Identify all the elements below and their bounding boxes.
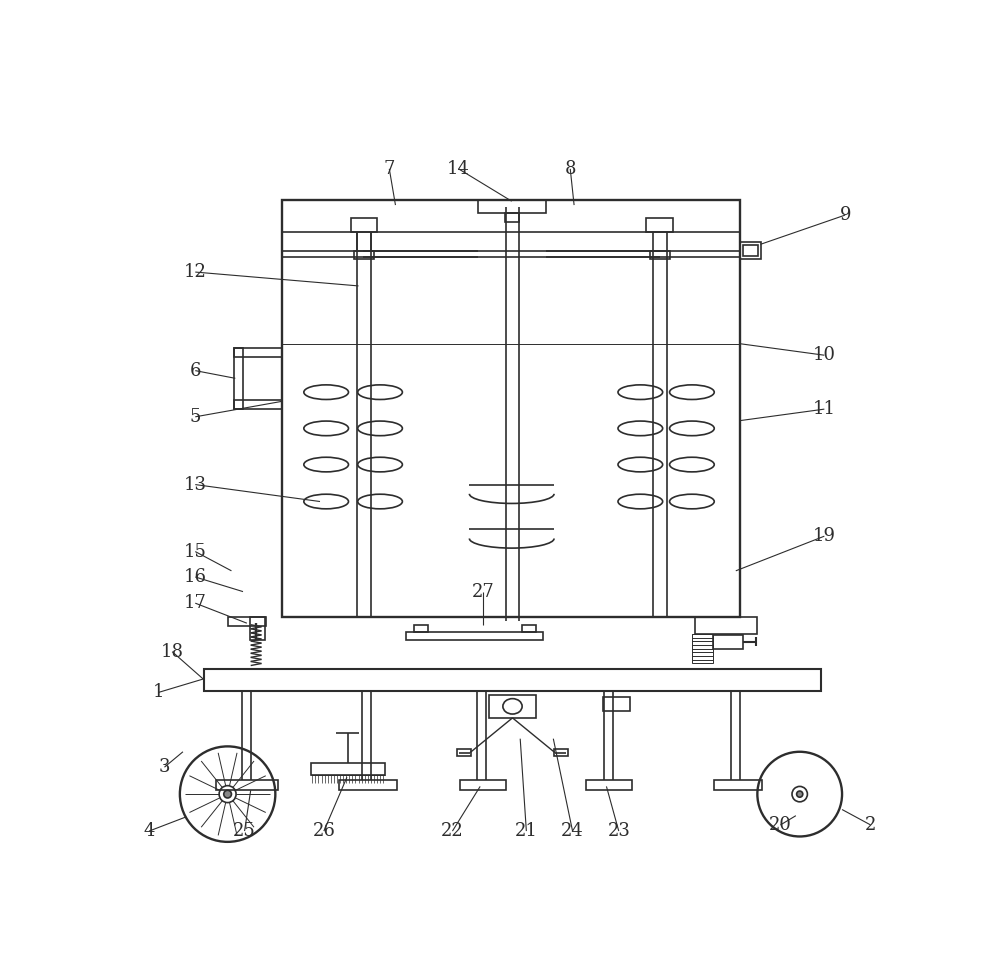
Text: 16: 16 <box>184 568 207 586</box>
Text: 3: 3 <box>159 758 170 776</box>
Text: 13: 13 <box>184 476 207 493</box>
Text: 7: 7 <box>384 160 395 178</box>
Text: 14: 14 <box>447 160 470 178</box>
Ellipse shape <box>797 791 803 797</box>
Bar <box>234 348 243 409</box>
Bar <box>234 400 282 409</box>
Bar <box>351 218 377 232</box>
Text: 20: 20 <box>769 816 792 834</box>
Text: 15: 15 <box>184 543 207 560</box>
Bar <box>603 697 630 711</box>
Text: 22: 22 <box>441 822 464 840</box>
Bar <box>695 617 757 634</box>
Text: 24: 24 <box>561 822 584 840</box>
Text: 18: 18 <box>161 643 184 660</box>
Bar <box>522 624 536 632</box>
Bar <box>406 632 543 640</box>
Bar <box>478 200 546 213</box>
Bar <box>713 635 743 649</box>
Text: 6: 6 <box>190 361 201 380</box>
Bar <box>586 781 632 789</box>
Text: 5: 5 <box>190 408 201 426</box>
Bar <box>311 763 385 775</box>
Bar <box>554 749 568 756</box>
Text: 25: 25 <box>233 822 256 840</box>
Bar <box>692 634 713 663</box>
Text: 26: 26 <box>312 822 335 840</box>
Bar <box>505 213 519 222</box>
Bar <box>489 695 536 718</box>
Bar <box>228 617 266 626</box>
Text: 21: 21 <box>515 822 538 840</box>
Ellipse shape <box>224 790 231 798</box>
Text: 1: 1 <box>153 684 164 701</box>
Bar <box>414 624 428 632</box>
Bar <box>460 781 506 789</box>
Text: 9: 9 <box>839 206 851 224</box>
Bar <box>204 669 821 691</box>
Bar <box>250 617 265 640</box>
Text: 19: 19 <box>813 527 836 545</box>
Text: 8: 8 <box>564 160 576 178</box>
Bar <box>650 251 670 259</box>
Bar <box>234 348 282 356</box>
Bar <box>339 781 397 789</box>
Bar <box>216 781 278 789</box>
Bar <box>282 200 740 617</box>
Bar <box>743 245 758 256</box>
Text: 4: 4 <box>143 822 155 840</box>
Bar <box>354 251 374 259</box>
Bar <box>740 242 761 259</box>
Text: 23: 23 <box>607 822 630 840</box>
Text: 11: 11 <box>813 400 836 419</box>
Text: 12: 12 <box>184 263 207 281</box>
Bar <box>714 781 762 789</box>
Text: 17: 17 <box>184 594 207 612</box>
Text: 2: 2 <box>865 816 876 834</box>
Text: 27: 27 <box>472 584 495 601</box>
Bar <box>457 749 471 756</box>
Text: 10: 10 <box>813 347 836 364</box>
Bar <box>646 218 673 232</box>
